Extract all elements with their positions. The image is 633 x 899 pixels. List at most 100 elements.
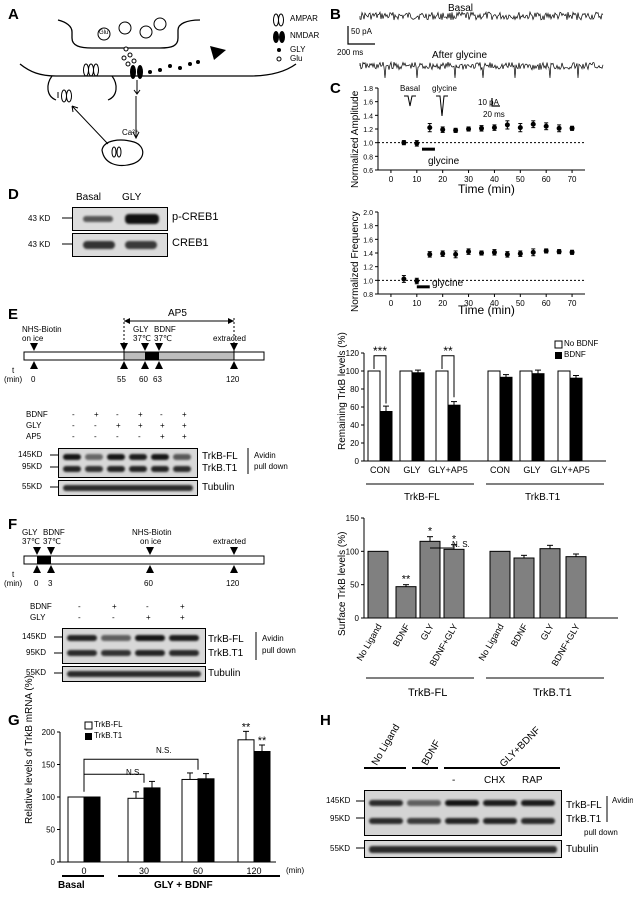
f-sig-label: ** xyxy=(402,574,411,586)
e-legend-1: No BDNF xyxy=(564,339,599,348)
blot-band xyxy=(67,650,97,656)
inset-basal-label: Basal xyxy=(400,84,421,93)
e-nhs2: on ice xyxy=(22,334,44,343)
c-amp-point xyxy=(414,140,420,146)
c-freq-point xyxy=(530,249,536,255)
e-group-t1: TrkB.T1 xyxy=(525,492,561,503)
blot-band xyxy=(129,454,147,460)
h-band-fl: TrkB-FL xyxy=(566,800,602,811)
g-group-basal: Basal xyxy=(58,880,85,891)
e-method-2: pull down xyxy=(254,462,288,471)
f-timeline-bar xyxy=(23,555,265,565)
nmdar-receptor xyxy=(130,65,143,95)
e-tick-60: 60 xyxy=(139,375,148,384)
g-ns-2: N.S. xyxy=(126,768,142,777)
c-freq-glycine-label: glycine xyxy=(432,278,464,289)
panel-label-b: B xyxy=(330,6,341,23)
e-kd-145: 145KD xyxy=(18,450,43,459)
e-legend-swatch xyxy=(555,352,562,359)
e-band-t1: TrkB.T1 xyxy=(202,463,238,474)
g-category-label: 60 xyxy=(193,866,203,876)
condition-value: + xyxy=(182,432,187,441)
c-amp-xtick-label: 0 xyxy=(389,175,394,184)
d-blot-creb xyxy=(72,233,168,257)
condition-value: + xyxy=(146,613,151,622)
e-blot-trkb xyxy=(58,448,198,478)
condition-label: BDNF xyxy=(30,602,52,611)
e-kd-95: 95KD xyxy=(22,462,43,471)
e-t: t xyxy=(12,366,15,375)
condition-value: + xyxy=(160,432,165,441)
panel-label-a: A xyxy=(8,6,19,23)
condition-value: + xyxy=(160,421,165,430)
arrowhead-icon xyxy=(210,46,226,60)
frequency-plot: 0.8 1.0 1.2 1.4 1.6 1.8 2.0 0 10 20 30 40 50 60 70 xyxy=(363,210,585,308)
blot-band xyxy=(407,818,441,824)
condition-value: + xyxy=(182,421,187,430)
f-ytick-label: 0 xyxy=(355,614,360,623)
e-ytick-label: 20 xyxy=(350,439,359,448)
f-bracket xyxy=(54,632,257,674)
c-amp-point xyxy=(466,126,472,132)
condition-label: AP5 xyxy=(26,432,42,441)
condition-value: - xyxy=(78,602,81,611)
vesicle-glu-label: Glu xyxy=(99,30,109,36)
c-freq-ytick-label: 1.0 xyxy=(363,278,373,285)
e-kd-55: 55KD xyxy=(22,482,43,491)
blot-band xyxy=(483,818,517,824)
blot-band xyxy=(107,454,125,460)
c-amp-point xyxy=(440,127,446,133)
c-amp-xtick-label: 70 xyxy=(568,175,577,184)
endosome xyxy=(101,139,144,167)
c-freq-xlabel: Time (min) xyxy=(458,303,515,317)
condition-value: + xyxy=(138,421,143,430)
h-kd-145: 145KD xyxy=(326,796,351,805)
f-gly: GLY xyxy=(22,528,38,537)
c-freq-point xyxy=(414,278,420,284)
c-freq-point xyxy=(569,249,575,255)
condition-label: GLY xyxy=(30,613,46,622)
blot-band xyxy=(151,466,169,472)
e-band-fl: TrkB-FL xyxy=(202,451,238,462)
c-amp-point xyxy=(491,125,497,131)
inserted-ampar xyxy=(61,89,72,103)
legend-nmdar: NMDAR xyxy=(290,31,320,40)
g-sig-label: ** xyxy=(258,735,267,747)
trace-after xyxy=(359,60,604,79)
blot-band xyxy=(63,466,81,472)
e-nhs: NHS-Biotin xyxy=(22,325,62,334)
blot-band xyxy=(521,800,555,806)
blot-band xyxy=(67,635,97,641)
condition-value: - xyxy=(160,410,163,419)
condition-value: - xyxy=(72,421,75,430)
g-unit: (min) xyxy=(286,866,305,875)
condition-value: + xyxy=(138,410,143,419)
g-sig-label: ** xyxy=(242,721,251,733)
e-gly-temp: 37℃ xyxy=(133,334,151,343)
panel-label-d: D xyxy=(8,186,19,203)
vesicle xyxy=(139,25,153,39)
synapse-schematic xyxy=(19,13,297,167)
c-freq-xtick-label: 0 xyxy=(389,299,394,308)
e-category-label: CON xyxy=(490,465,510,475)
inset-basal-trace xyxy=(404,95,416,107)
blot-band xyxy=(445,800,479,806)
legend-icons xyxy=(273,13,285,62)
c-amp-point xyxy=(517,125,523,131)
e-sig-bracket xyxy=(441,355,455,398)
g-category-label: 30 xyxy=(139,866,149,876)
trace-after-label: After glycine xyxy=(432,50,488,61)
condition-value: - xyxy=(72,410,75,419)
e-timeline xyxy=(23,318,265,369)
d-blot-pcreb xyxy=(72,207,168,231)
d-col-gly: GLY xyxy=(122,192,142,203)
c-freq-point xyxy=(440,251,446,257)
inset-scale-y: 10 pA xyxy=(478,98,499,107)
panel-label-g: G xyxy=(8,712,20,729)
c-freq-xtick-label: 60 xyxy=(542,299,551,308)
g-ytick-label: 100 xyxy=(42,793,56,802)
c-amp-xtick-label: 60 xyxy=(542,175,551,184)
f-blot-trkb xyxy=(62,628,206,664)
c-amp-xlabel: Time (min) xyxy=(458,182,515,196)
c-freq-xtick-label: 10 xyxy=(412,299,421,308)
